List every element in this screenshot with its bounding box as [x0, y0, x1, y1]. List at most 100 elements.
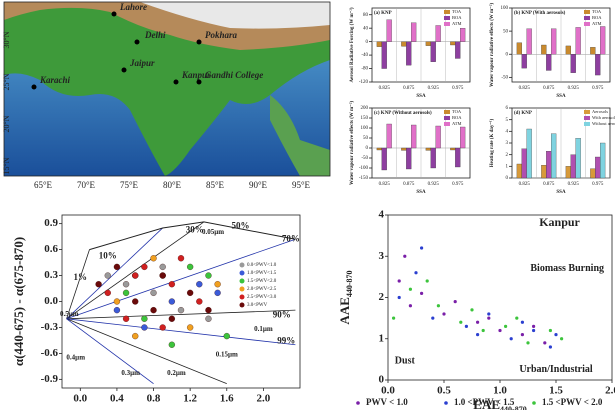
x-axis-label-main: SSA	[556, 94, 566, 99]
point	[132, 272, 139, 279]
y-axis-label-sub: 440-870	[345, 270, 354, 297]
point	[205, 315, 212, 322]
x-tick-label: 0.0	[73, 393, 87, 405]
city-marker	[196, 39, 202, 45]
model-line	[66, 309, 296, 320]
legend-swatch	[239, 286, 245, 292]
point	[168, 315, 175, 322]
y-tick-label: 100	[361, 126, 369, 131]
point	[532, 328, 536, 333]
x-tick-label: 1.6	[220, 393, 234, 405]
point	[560, 337, 564, 341]
point	[498, 328, 502, 333]
point	[504, 324, 508, 328]
y-tick-label: 200	[361, 106, 369, 111]
bar	[541, 44, 547, 55]
x-tick-label: 0.975	[592, 86, 604, 91]
point	[420, 291, 424, 295]
legend-swatch	[444, 116, 450, 120]
bar	[570, 54, 576, 73]
annotation: 30%	[186, 225, 204, 235]
annotation: 0.5µm	[60, 310, 79, 318]
point	[509, 337, 513, 341]
x-tick-label: 1.2	[183, 393, 197, 405]
legend-swatch	[584, 16, 590, 20]
point	[187, 289, 194, 297]
annotation: 0.3µm	[121, 369, 140, 377]
legend-label: PWV < 1.0	[366, 397, 408, 407]
lat-label: 25°N	[2, 73, 11, 90]
y-tick-label: -50	[501, 76, 508, 81]
bar	[551, 133, 557, 179]
y-tick-label: 1	[506, 164, 509, 169]
bar	[376, 147, 382, 151]
point	[392, 316, 396, 320]
model-line	[66, 249, 90, 319]
y-axis-label: Aerosol Radiative Forcing (W m⁻²)	[349, 7, 355, 82]
y-axis-label-main: Aerosol Radiative Forcing (W m⁻²)	[349, 7, 355, 82]
x-tick-label: 0.925	[568, 182, 580, 187]
point	[159, 324, 166, 331]
bar	[516, 42, 522, 55]
x-tick-label: 0.5	[437, 385, 451, 397]
y-axis-label-main: AAE	[337, 297, 352, 324]
x-tick-label: 0.825	[519, 86, 531, 91]
y-tick-label: 0	[366, 40, 369, 45]
legend-label: TOA	[452, 9, 462, 14]
x-tick-label: 0.875	[543, 86, 555, 91]
panel-title: (c) KNP (Without aerosols)	[374, 111, 432, 116]
y-axis-label-main: α(440-675) - α(675-870)	[11, 237, 26, 366]
panel-title: (a) KNP	[374, 11, 392, 16]
x-tick-label: 0.975	[452, 182, 464, 187]
model-line	[66, 318, 154, 384]
legend-label: 3.0<PWV	[247, 303, 268, 308]
y-tick-label: 100	[501, 6, 509, 11]
y-tick-label: 0	[366, 146, 369, 151]
point	[214, 281, 221, 288]
city-marker	[196, 79, 202, 85]
bar	[565, 45, 571, 55]
point	[141, 315, 148, 322]
bar	[546, 151, 552, 179]
y-tick-label: 50	[363, 136, 369, 141]
bar	[565, 166, 571, 179]
x-axis-label-main: EAE	[473, 397, 500, 410]
point	[223, 332, 230, 340]
legend-swatch	[584, 116, 590, 120]
point	[408, 304, 412, 308]
y-tick-label: -0.3	[41, 321, 59, 333]
bar	[450, 147, 456, 151]
point	[459, 320, 463, 324]
x-tick-label: 0.925	[568, 86, 580, 91]
city-label: Pokhara	[205, 30, 238, 40]
y-axis-label: Water vapour radiative effects (W m⁻²)	[349, 101, 355, 185]
legend-label: Without aerosols	[592, 121, 615, 126]
x-tick-label: 0.925	[428, 182, 440, 187]
bar	[595, 54, 601, 76]
point	[113, 306, 121, 314]
y-axis-label-main: Heating rate (K day⁻¹)	[489, 118, 495, 167]
bar	[381, 41, 387, 69]
point	[205, 272, 212, 279]
bar	[430, 41, 436, 62]
bar	[455, 147, 461, 168]
x-axis-label-main: SSA	[416, 190, 426, 195]
bar	[430, 147, 436, 169]
point	[520, 320, 525, 324]
point	[187, 263, 194, 271]
model-line	[66, 318, 227, 385]
point	[397, 279, 401, 283]
y-tick-label: 4	[379, 209, 385, 221]
legend-label: 2.5<PWV<3.0	[247, 295, 277, 300]
legend-label: 1.0 <PWV < 1.5	[454, 397, 515, 407]
y-tick-label: -150	[359, 176, 369, 181]
legend-swatch	[444, 122, 450, 126]
chart: -150 -100 -50 0 50 100 150 200 Water vapour radi…	[349, 101, 471, 195]
lon-label: 65°E	[34, 180, 53, 190]
x-axis-label-main: SSA	[416, 94, 426, 99]
legend-swatch	[532, 401, 536, 405]
y-tick-label: 0.0	[44, 295, 58, 307]
y-tick-label: 0.9	[44, 217, 58, 229]
bar	[521, 148, 527, 179]
